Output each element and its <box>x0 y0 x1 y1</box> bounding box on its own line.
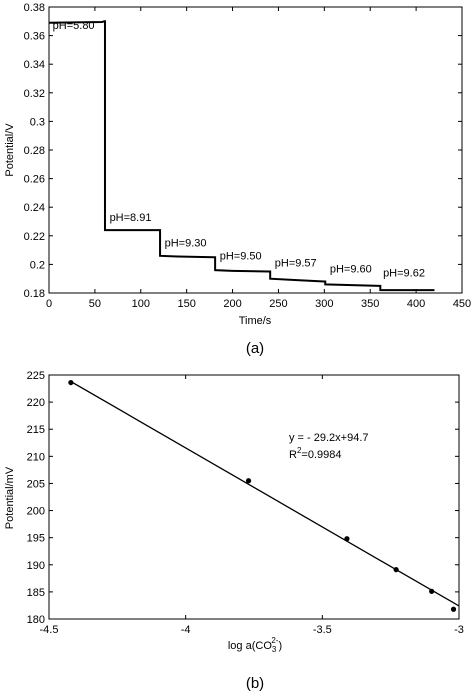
chart-b-x-axis-label: log a(CO32-) <box>228 636 282 654</box>
chart-a-y-tick-label: 0.34 <box>24 59 45 71</box>
chart-a-y-axis-label: Potential/V <box>4 123 16 177</box>
chart-a-x-tick-label: 250 <box>269 298 287 310</box>
x-label-end: ) <box>278 640 282 652</box>
chart-a-y-tick-label: 0.18 <box>24 288 45 300</box>
chart-a-ph-label: pH=9.30 <box>165 238 207 250</box>
chart-a-ticks: 0 50 100 150 200 250 300 350 400 450 0.18 0.2 0.22 0.… <box>24 2 472 310</box>
chart-b-points <box>68 379 457 612</box>
chart-a-x-tick-label: 150 <box>177 298 195 310</box>
chart-b-y-tick-label: 200 <box>27 506 45 518</box>
chart-a-y-tick-label: 0.22 <box>24 231 45 243</box>
chart-a-series-line <box>48 20 435 292</box>
chart-b-y-tick-label: 220 <box>27 397 45 409</box>
chart-a-x-tick-label: 300 <box>315 298 333 310</box>
chart-b-data-point <box>393 567 399 573</box>
chart-b-y-tick-label: 185 <box>27 587 45 599</box>
chart-b-regression-line <box>70 380 460 607</box>
chart-a-y-tick-label: 0.2 <box>30 259 45 271</box>
chart-b-fit-line <box>70 380 460 607</box>
x-label-main: log a(CO <box>228 640 272 652</box>
chart-a-x-tick-label: 0 <box>46 298 52 310</box>
chart-a-x-tick-label: 450 <box>453 298 471 310</box>
chart-a-annotations: pH=5.80 pH=8.91 pH=9.30 pH=9.50 pH=9.57 pH=9.… <box>53 20 425 279</box>
chart-a-ph-label: pH=9.50 <box>220 250 262 262</box>
chart-a-y-tick-label: 0.3 <box>30 116 45 128</box>
chart-a-ph-label: pH=9.62 <box>383 268 425 280</box>
chart-a-ph-label: pH=8.91 <box>110 212 152 224</box>
chart-b-plot-frame <box>48 374 460 620</box>
chart-a-y-tick-label: 0.36 <box>24 31 45 43</box>
chart-b-caption: (b) <box>246 675 264 692</box>
chart-b-x-tick-label: -4 <box>181 624 191 636</box>
r2-value: =0.9984 <box>301 449 341 461</box>
chart-b-y-tick-label: 195 <box>27 533 45 545</box>
chart-a-x-tick-label: 50 <box>89 298 101 310</box>
chart-a-x-tick-label: 100 <box>132 298 150 310</box>
chart-a-y-tick-label: 0.38 <box>24 2 45 14</box>
chart-b-data-point <box>245 478 252 484</box>
chart-a-y-tick-label: 0.28 <box>24 145 45 157</box>
chart-a-x-tick-label: 400 <box>407 298 425 310</box>
chart-a-y-tick-label: 0.24 <box>24 202 45 214</box>
chart-a-caption: (a) <box>246 340 264 357</box>
chart-b-data-point <box>344 536 350 542</box>
chart-b-y-tick-label: 205 <box>27 478 45 490</box>
chart-b-y-tick-label: 225 <box>27 370 45 382</box>
chart-a-series <box>48 20 435 292</box>
chart-a-ph-label: pH=5.80 <box>53 20 95 32</box>
chart-a-x-tick-label: 350 <box>361 298 379 310</box>
chart-b-data-point <box>68 379 74 386</box>
chart-b-y-tick-label: 190 <box>27 560 45 572</box>
chart-a-ph-label: pH=9.57 <box>275 258 317 270</box>
chart-b-x-tick-label: -3 <box>454 624 464 636</box>
chart-a: 0 50 100 150 200 250 300 350 400 450 0.18 0.2 0.22 0.… <box>4 2 471 357</box>
chart-b-data-point <box>450 606 457 612</box>
chart-a-ph-label: pH=9.60 <box>330 263 372 275</box>
chart-b-y-tick-label: 215 <box>27 424 45 436</box>
chart-a-x-tick-label: 200 <box>223 298 241 310</box>
chart-b-y-tick-label: 180 <box>27 614 45 626</box>
chart-b-r-squared: R2=0.9984 <box>289 446 341 461</box>
chart-a-y-tick-label: 0.26 <box>24 174 45 186</box>
r2-superscript: 2 <box>297 446 302 455</box>
chart-a-x-axis-label: Time/s <box>239 315 272 327</box>
chart-b-y-axis-label: Potential/mV <box>4 466 16 529</box>
x-label-superscript: 2- <box>271 636 278 645</box>
r2-prefix: R <box>289 449 297 461</box>
chart-b-ticks: -4.5 -4 -3.5 -3 180 185 190 195 200 205 210 215 220 2… <box>27 370 464 636</box>
chart-b-data-point <box>429 588 435 594</box>
chart-b: -4.5 -4 -3.5 -3 180 185 190 195 200 205 210 215 220 2… <box>4 370 464 692</box>
chart-b-y-tick-label: 210 <box>27 451 45 463</box>
chart-b-x-tick-label: -4.5 <box>40 624 59 636</box>
x-label-subscript: 3 <box>272 645 277 654</box>
chart-a-y-tick-label: 0.32 <box>24 88 45 100</box>
chart-b-x-tick-label: -3.5 <box>313 624 332 636</box>
chart-b-equation: y = - 29.2x+94.7 <box>289 432 369 444</box>
